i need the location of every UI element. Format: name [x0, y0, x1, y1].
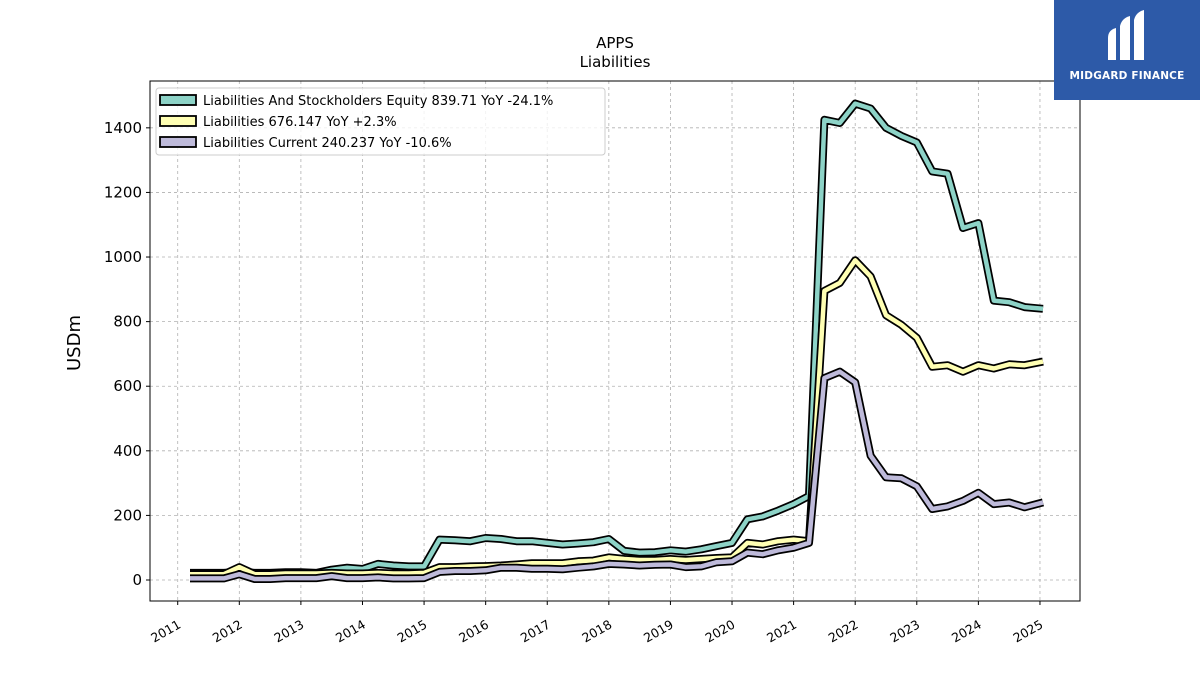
legend-swatch [159, 136, 197, 148]
x-tick-label: 2021 [764, 617, 799, 646]
y-tick-label: 0 [132, 571, 142, 589]
y-tick-label: 200 [113, 506, 142, 524]
x-tick-label: 2019 [641, 617, 676, 646]
x-tick-label: 2024 [949, 617, 984, 646]
x-tick-label: 2011 [148, 617, 183, 646]
legend-label: Liabilities 676.147 YoY +2.3% [203, 115, 397, 130]
plot-frame [149, 80, 1081, 602]
x-tick-label: 2017 [518, 617, 553, 646]
y-tick-label: 400 [113, 442, 142, 460]
x-tick-label: 2013 [271, 617, 306, 646]
series-layer [190, 99, 1045, 583]
x-tick-label: 2023 [887, 617, 922, 646]
x-tick-label: 2015 [395, 617, 430, 646]
midgard-logo-icon [1108, 10, 1144, 60]
x-tick-label: 2016 [456, 617, 491, 646]
series-line [190, 258, 1044, 577]
legend-swatch [159, 94, 197, 106]
series-outline [190, 256, 1044, 579]
x-tick-label: 2018 [579, 617, 614, 646]
x-tick-label: 2014 [333, 617, 368, 646]
series-line [190, 369, 1044, 582]
y-tick-label: 600 [113, 377, 142, 395]
legend-swatch [159, 115, 197, 127]
x-tick-label: 2012 [210, 617, 245, 646]
brand-name: MIDGARD FINANCE [1069, 70, 1185, 82]
legend: Liabilities And Stockholders Equity 839.… [155, 87, 606, 156]
y-tick-label: 1000 [104, 248, 142, 266]
legend-label: Liabilities Current 240.237 YoY -10.6% [203, 136, 452, 151]
y-tick-label: 800 [113, 313, 142, 331]
x-tick-label: 2025 [1010, 617, 1045, 646]
chart-title: APPS [596, 34, 634, 52]
y-tick-label: 1200 [104, 183, 142, 201]
grid-lines [150, 81, 1080, 601]
y-tick-label: 1400 [104, 119, 142, 137]
x-tick-label: 2022 [826, 617, 861, 646]
legend-label: Liabilities And Stockholders Equity 839.… [203, 94, 553, 109]
legend-box [155, 87, 606, 156]
y-axis-label: USDm [64, 315, 85, 371]
chart-subtitle: Liabilities [580, 53, 651, 71]
x-tick-label: 2020 [702, 617, 737, 646]
brand-logo: MIDGARD FINANCE [1054, 0, 1200, 100]
